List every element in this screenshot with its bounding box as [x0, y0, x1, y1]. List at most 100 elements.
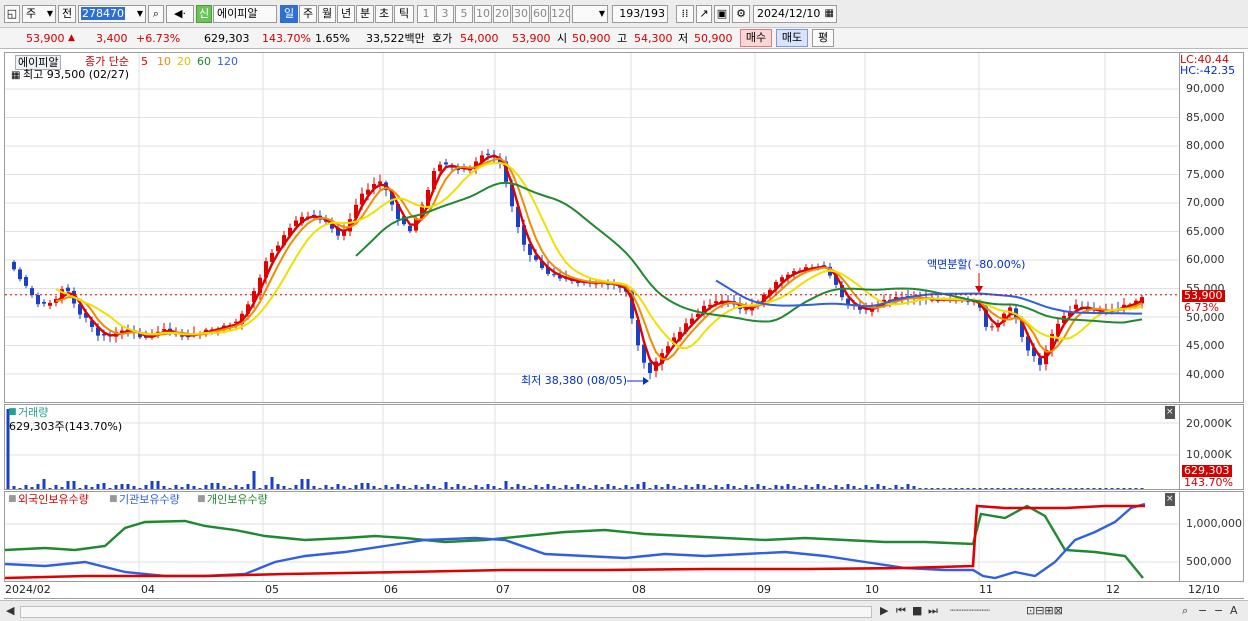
volume-title[interactable]: 거래량	[18, 406, 49, 419]
candle-body	[1068, 311, 1072, 317]
calendar-icon[interactable]: ▦	[11, 70, 21, 81]
volume-bar	[852, 486, 856, 489]
close-icon[interactable]: ×	[1165, 493, 1175, 506]
volume-bar	[510, 487, 514, 489]
interval-60[interactable]: 60	[531, 5, 549, 23]
forward-icon[interactable]: ⏭	[928, 604, 938, 617]
stop-icon[interactable]: ■	[912, 604, 923, 617]
volume-bar	[1104, 488, 1108, 489]
y-tick: 70,000	[1186, 196, 1225, 209]
count-value: 193	[619, 7, 641, 20]
save-icon[interactable]: ▣	[714, 5, 730, 23]
volume-bar	[24, 485, 28, 489]
ma-60-legend[interactable]: 60	[197, 55, 211, 68]
volume-bar	[60, 487, 64, 489]
window-icon[interactable]: ◱	[4, 5, 20, 23]
high-label: 고	[617, 32, 628, 45]
volume-bar	[720, 487, 724, 489]
volume-bar	[396, 484, 400, 489]
market-select[interactable]: 주 ▼	[22, 5, 56, 23]
ma-5-legend[interactable]: 5	[141, 55, 148, 68]
inst-marker-icon: ■	[109, 494, 118, 504]
volume-bar	[180, 487, 184, 489]
candle-body	[24, 276, 28, 286]
buy-button[interactable]: 매수	[740, 29, 772, 47]
interval-1[interactable]: 1	[417, 5, 435, 23]
interval-3[interactable]: 3	[436, 5, 454, 23]
volume-bar	[564, 485, 568, 489]
volume-bar	[1008, 488, 1012, 489]
tab-week[interactable]: 주	[299, 5, 317, 23]
search-icon[interactable]: ⌕	[148, 5, 164, 23]
volume-bar	[12, 486, 16, 489]
period-slider-icon[interactable]: ┈┈┈┈┈┈	[950, 604, 990, 617]
volume-bar	[588, 488, 592, 489]
interval-30[interactable]: 30	[512, 5, 530, 23]
scroll-right-icon[interactable]: ▶	[880, 604, 889, 617]
layout-icon[interactable]: ⊡⊟⊞⊠	[1026, 604, 1063, 617]
date-input[interactable]: 2024/12/10 ▦	[753, 5, 837, 23]
scroll-track[interactable]	[20, 606, 872, 618]
volume-bar	[108, 488, 112, 489]
gear-icon[interactable]: ⚙	[732, 5, 750, 23]
sell-button[interactable]: 매도	[776, 29, 808, 47]
ma-20-legend[interactable]: 20	[177, 55, 191, 68]
indiv-legend[interactable]: 개인보유수량	[207, 493, 268, 506]
tab-day[interactable]: 일	[280, 5, 298, 23]
font-size-icon[interactable]: A	[1230, 604, 1238, 617]
grid-icon[interactable]: ⁞⁞	[676, 5, 694, 23]
sound-icon[interactable]: ◀·	[166, 5, 194, 23]
ma-10-legend[interactable]: 10	[157, 55, 171, 68]
volume-bar	[1014, 488, 1018, 489]
market-label: 주	[26, 7, 37, 20]
foreign-legend[interactable]: 외국인보유수량	[18, 493, 89, 506]
candle-body	[180, 335, 184, 337]
candle-body	[774, 281, 778, 289]
ma-120-legend[interactable]: 120	[217, 55, 238, 68]
tab-year[interactable]: 년	[337, 5, 355, 23]
volume-bar	[186, 484, 190, 489]
tab-tick[interactable]: 틱	[394, 5, 414, 23]
interval-custom-select[interactable]: ▼	[572, 5, 608, 23]
interval-120[interactable]: 120	[550, 5, 570, 23]
prev-button[interactable]: 전	[58, 5, 76, 23]
candle-body	[138, 333, 142, 338]
candle-body	[552, 274, 556, 276]
zoom-minus-icon[interactable]: −	[1214, 604, 1224, 617]
price-panel[interactable]: 에이피알 종가 단순 5 10 20 60 120 ▦ 최고 93,500 (0…	[4, 52, 1180, 403]
volume-panel[interactable]: ■ 거래량 629,303주(143.70%) ×	[4, 404, 1180, 490]
interval-20[interactable]: 20	[493, 5, 511, 23]
code-value: 278470	[81, 7, 125, 20]
minus-icon[interactable]: −	[1198, 604, 1208, 617]
candle-body	[558, 275, 562, 279]
zoom-icon[interactable]: ⌕	[1182, 604, 1189, 617]
eval-button[interactable]: 평	[812, 29, 834, 47]
interval-5[interactable]: 5	[455, 5, 473, 23]
candle-body	[882, 299, 886, 303]
tab-second[interactable]: 초	[375, 5, 393, 23]
code-input[interactable]: 278470 ▼	[78, 5, 146, 23]
holding-panel[interactable]: ■ 외국인보유수량 ■ 기관보유수량 ■ 개인보유수량 ×	[4, 491, 1180, 582]
interval-10[interactable]: 10	[474, 5, 492, 23]
rewind-icon[interactable]: ⏮	[896, 604, 906, 617]
volume-bar	[84, 485, 88, 489]
candle-body	[768, 289, 772, 296]
ma-line-120	[715, 279, 1142, 315]
chart-stock-name[interactable]: 에이피알	[15, 55, 62, 70]
candle-body	[834, 274, 838, 285]
close-icon[interactable]: ×	[1165, 406, 1175, 419]
volume-bar	[966, 488, 970, 489]
volume-bar	[96, 484, 100, 489]
scroll-bar[interactable]: ◀ ▶ ⏮ ■ ⏭ ┈┈┈┈┈┈ ⊡⊟⊞⊠ ⌕ − − A	[0, 600, 1248, 621]
tab-month[interactable]: 월	[318, 5, 336, 23]
candle-body	[1008, 307, 1012, 314]
inst-legend[interactable]: 기관보유수량	[119, 493, 180, 506]
tab-minute[interactable]: 분	[356, 5, 374, 23]
count-input[interactable]: 193/193	[612, 5, 668, 23]
scroll-left-icon[interactable]: ◀	[6, 604, 15, 617]
y-tick: 1,000,000	[1186, 517, 1242, 530]
candle-body	[690, 318, 694, 325]
candle-body	[1002, 313, 1006, 322]
volume-bar	[138, 488, 142, 489]
draw-icon[interactable]: ↗	[696, 5, 712, 23]
